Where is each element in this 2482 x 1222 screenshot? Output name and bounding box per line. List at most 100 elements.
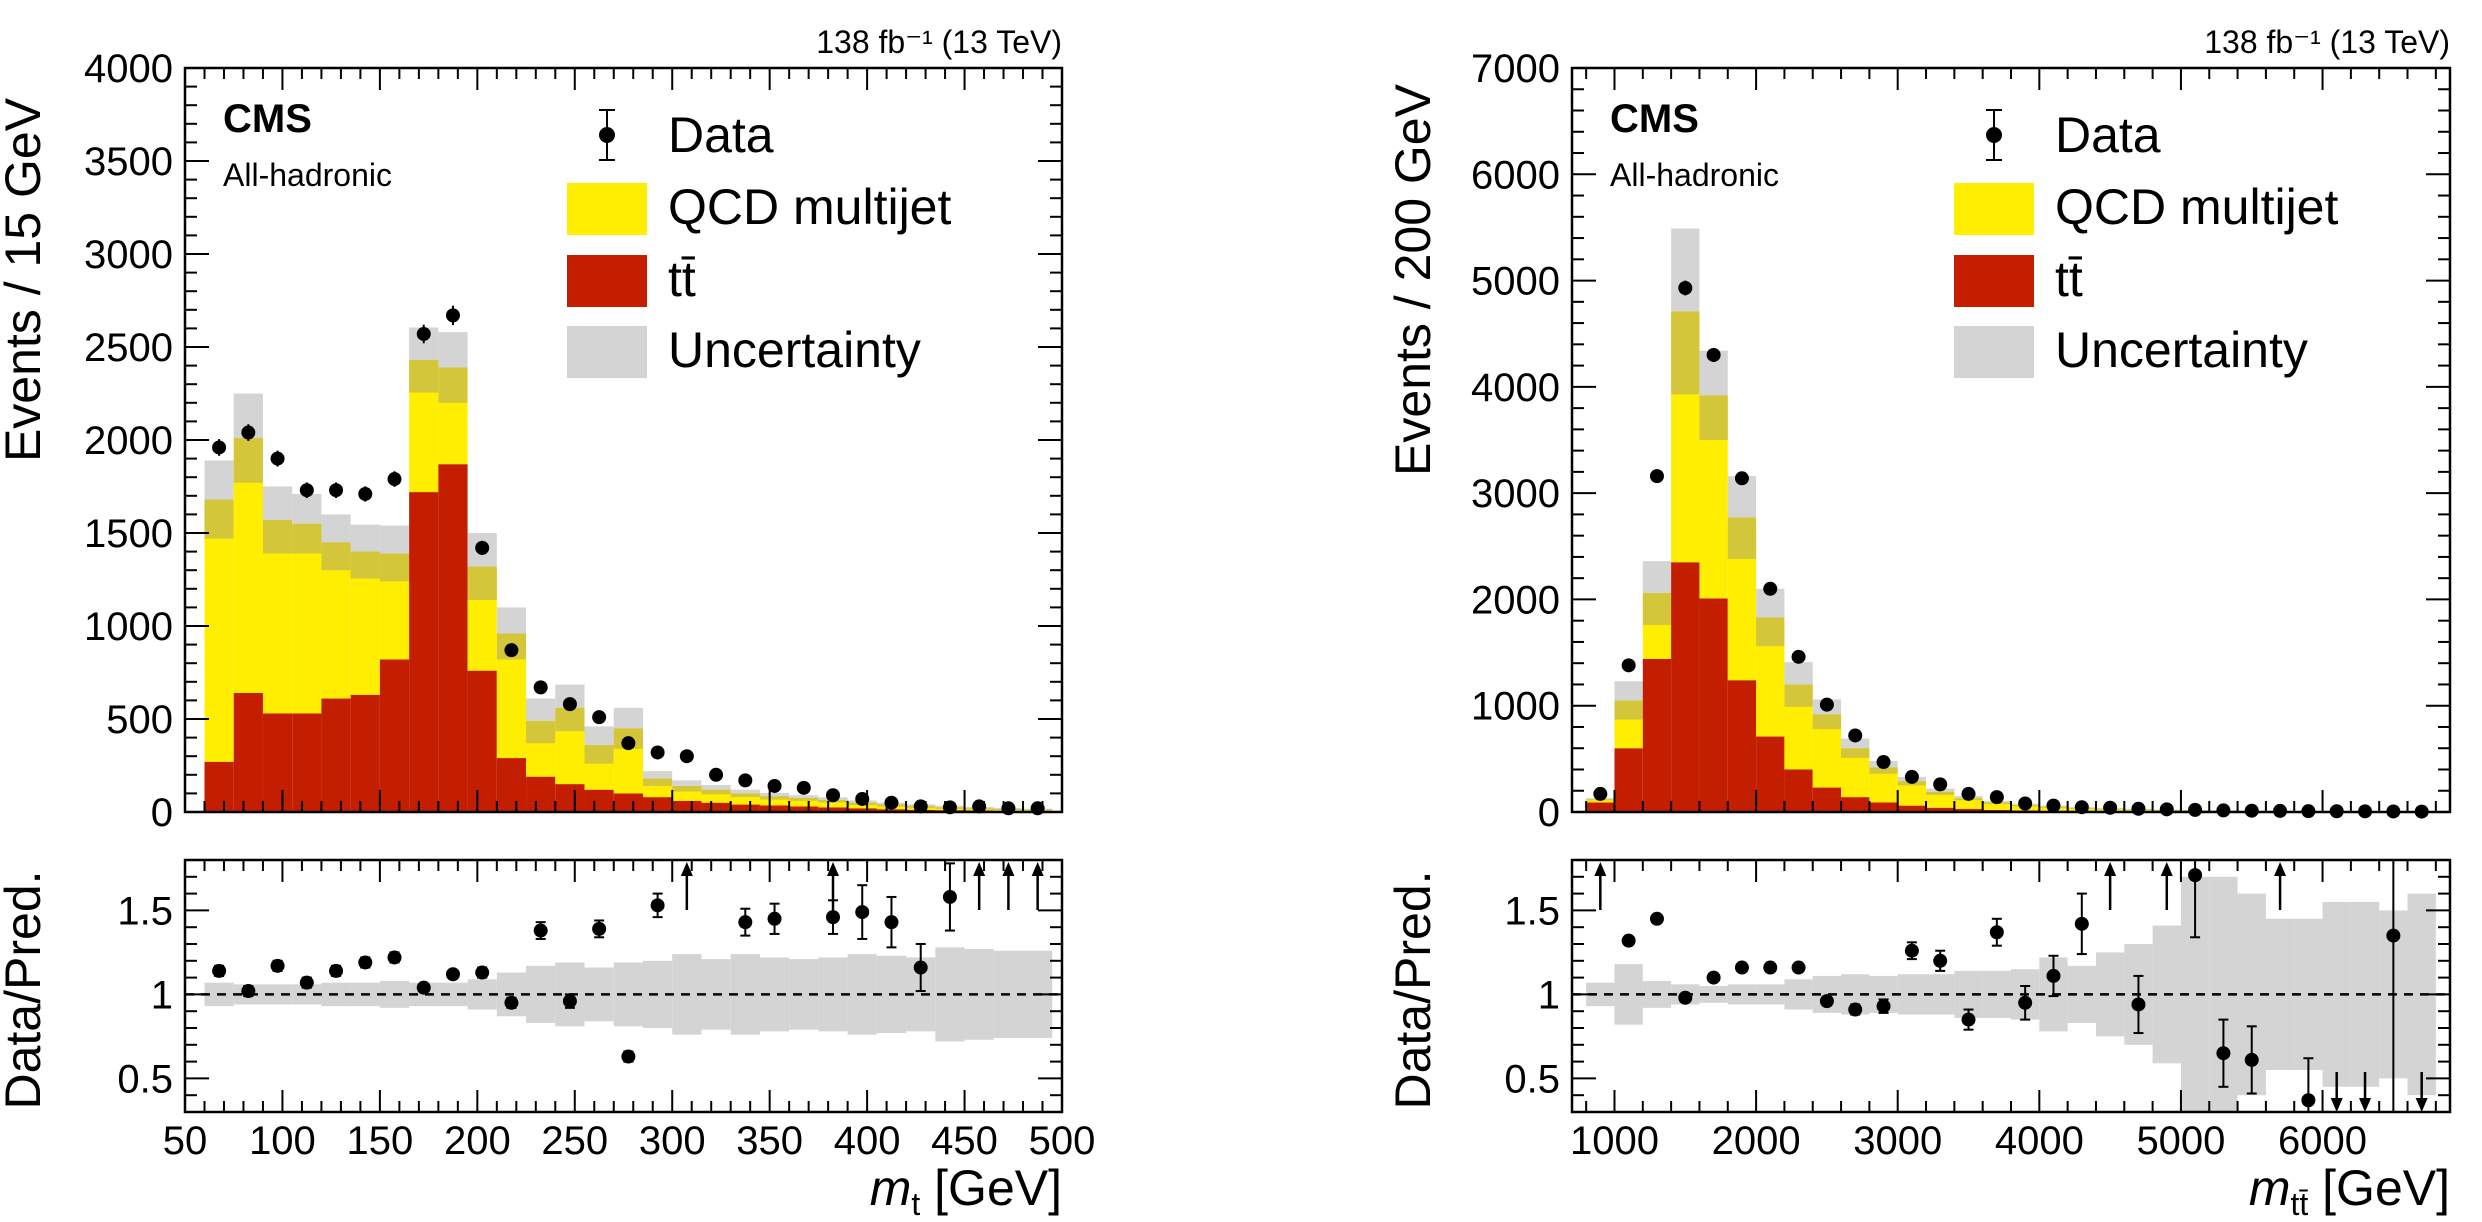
right-uncertainty-overlap (1869, 767, 1898, 774)
left-x-label-sub: t (911, 1186, 920, 1222)
left-uncertainty-overlap (789, 798, 819, 801)
right-ratio-point (2188, 868, 2203, 883)
left-panel: 50 100 150 200 250 300 350 400 450 500 0 500 1000 150… (0, 24, 1095, 1222)
right-ratio-arrow-up-head (2104, 862, 2117, 876)
left-uncertainty-overlap (262, 519, 293, 554)
right-y-tick-label: 6000 (1471, 153, 1560, 197)
right-y-tick-label: 0 (1538, 791, 1560, 835)
left-y-tick-label: 2000 (84, 419, 173, 463)
right-uncertainty-band (1841, 738, 1870, 749)
right-qcd-bar (1982, 802, 2011, 810)
left-ttbar-bar (379, 659, 410, 812)
left-x-tick-label: 350 (736, 1119, 803, 1163)
right-ttbar-bar (1869, 802, 1898, 812)
left-x-tick-label: 100 (249, 1119, 316, 1163)
right-ratio-point (1649, 911, 1664, 926)
left-ttbar-bar (818, 807, 848, 812)
left-ttbar-bar (204, 761, 234, 812)
right-qcd-bar (1926, 791, 1955, 808)
left-uncertainty-overlap (438, 367, 468, 403)
left-qcd-bar (759, 796, 790, 806)
right-ttbar-bar (1727, 680, 1757, 812)
left-axes: 50 100 150 200 250 300 350 400 450 500 0 500 1000 150… (84, 47, 1095, 1163)
left-uncertainty-overlap (467, 566, 497, 600)
left-y-tick-label: 500 (106, 698, 173, 742)
left-uncertainty-overlap (379, 553, 410, 582)
left-uncertainty-band (555, 684, 585, 708)
left-ttbar-bar (701, 802, 731, 812)
right-ratio-point (2301, 1093, 2316, 1108)
right-data-point (2018, 796, 2033, 811)
left-ttbar-bar (730, 804, 760, 812)
left-ratio-point (241, 984, 256, 999)
left-uncertainty-overlap (350, 551, 380, 579)
right-data-point (2131, 801, 2146, 816)
left-ratio-point (445, 967, 460, 982)
left-ttbar-bar (613, 793, 643, 812)
left-data-point (913, 799, 928, 814)
right-data-point (1989, 790, 2004, 805)
left-data-point (270, 451, 285, 466)
left-x-tick-label: 250 (541, 1119, 608, 1163)
left-uncertainty-band (379, 525, 410, 554)
left-ratio-point (855, 905, 870, 920)
left-qcd-bar (818, 799, 848, 808)
left-ratio-point (212, 963, 227, 978)
right-x-tick-label: 2000 (1712, 1119, 1801, 1163)
left-uncertainty-band (730, 789, 760, 794)
left-ttbar-bar (789, 806, 819, 812)
right-ratio-point (1621, 933, 1636, 948)
right-data-point (1904, 769, 1919, 784)
left-x-label-var: m (870, 1160, 912, 1216)
left-uncertainty-band (438, 332, 468, 368)
left-legend-uncertainty-swatch (567, 326, 647, 378)
right-ttbar-bar (1926, 807, 1955, 812)
right-uncertainty-overlap (1756, 617, 1785, 647)
right-uncertainty-overlap (1642, 593, 1672, 625)
right-data-point (1621, 658, 1636, 673)
left-x-tick-label: 400 (834, 1119, 901, 1163)
right-ttbar-bar (1954, 808, 1983, 812)
left-channel-label: All-hadronic (223, 157, 392, 193)
left-ttbar-bar (526, 776, 556, 812)
right-data-point (1791, 649, 1806, 664)
left-data-point (884, 795, 899, 810)
left-ratio-band (292, 984, 322, 1005)
left-ratio-point (650, 898, 665, 913)
left-data-point (387, 472, 402, 487)
left-data-point (241, 425, 256, 440)
right-x-tick-label: 6000 (2278, 1119, 2367, 1163)
left-uncertainty-band (350, 524, 380, 552)
right-data-point (2159, 802, 2174, 817)
left-uncertainty-overlap (204, 499, 234, 539)
right-ratio-band (1699, 986, 1728, 1003)
right-legend-ttbar-label: tt̄ (2055, 251, 2083, 307)
left-ratio-point (329, 963, 344, 978)
left-ratio-arrow-up-head (1002, 862, 1015, 876)
right-ttbar-bar (1614, 748, 1643, 812)
right-x-label-sub: tt̄ (2290, 1186, 2308, 1222)
right-ratio-y-tick-label: 0.5 (1504, 1057, 1560, 1101)
left-legend-data-marker (599, 127, 615, 143)
right-y-tick-label: 7000 (1471, 47, 1560, 91)
left-legend-uncertainty-label: Uncertainty (668, 322, 921, 378)
left-data-point (738, 773, 753, 788)
left-data-point (562, 697, 577, 712)
right-ttbar-bar (1699, 598, 1728, 812)
right-data-point (1933, 777, 1948, 792)
left-lumi-label: 138 fb⁻¹ (13 TeV) (816, 24, 1062, 60)
left-data-point (445, 308, 460, 323)
right-ratio-arrow-up-head (2274, 862, 2287, 876)
left-data-point (855, 791, 870, 806)
left-y-tick-label: 1000 (84, 605, 173, 649)
right-data-point (1706, 347, 1721, 362)
right-data-point (2188, 802, 2203, 817)
right-ratio-arrow-up-head (2160, 862, 2173, 876)
right-x-label-unit: [GeV] (2308, 1160, 2450, 1216)
left-ratio-point (358, 955, 373, 970)
right-x-tick-label: 5000 (2136, 1119, 2225, 1163)
left-ratio-arrow-up-head (680, 862, 693, 876)
right-main-marks (1586, 228, 2436, 819)
left-uncertainty-band (321, 514, 351, 543)
